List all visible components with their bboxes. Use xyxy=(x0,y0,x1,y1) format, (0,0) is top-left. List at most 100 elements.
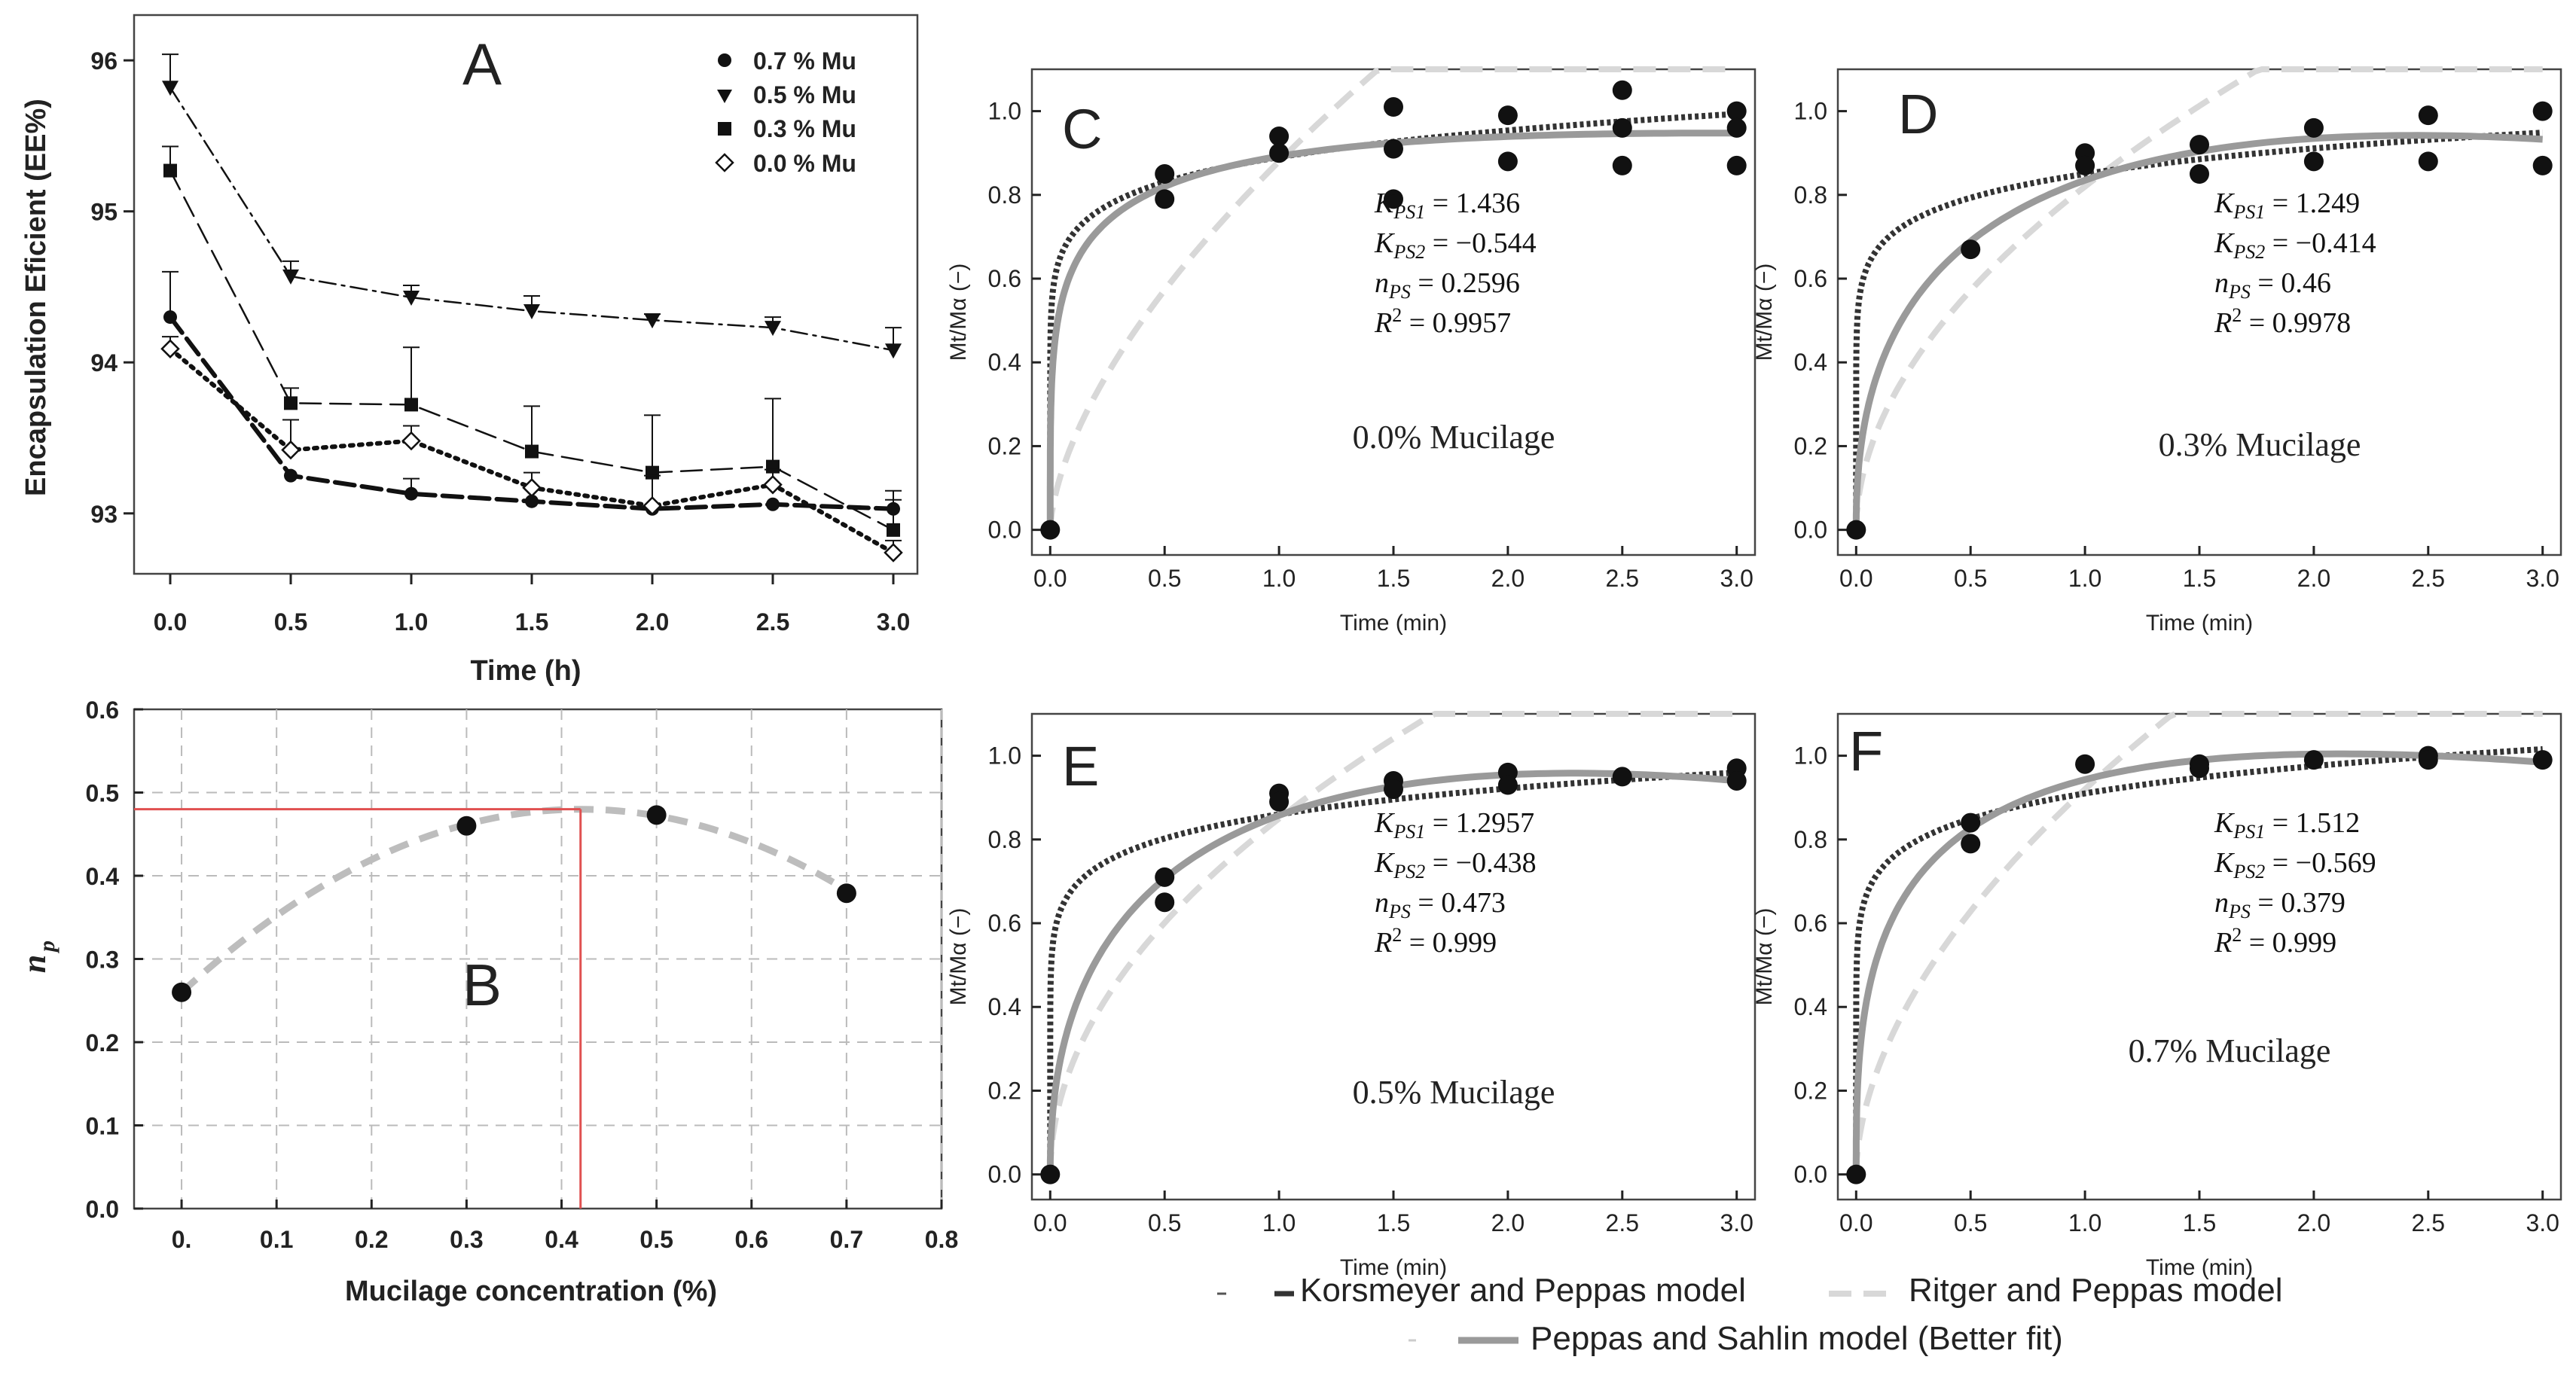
release-point xyxy=(1040,520,1061,540)
legend-marker-0-3 xyxy=(718,122,731,136)
panel-b-fit-curve xyxy=(179,806,849,995)
release-y-tick-label: 1.0 xyxy=(988,98,1021,125)
release-x-tick-label: 0.0 xyxy=(1839,1209,1872,1236)
release-y-tick-label: 1.0 xyxy=(1794,98,1827,125)
release-x-tick-label: 1.5 xyxy=(1377,1209,1410,1236)
legend-marker-0-5 xyxy=(717,90,732,103)
release-ritger-curve xyxy=(1047,711,1737,1175)
release-x-tick-label: 0.5 xyxy=(1954,1209,1987,1236)
panel-a-x-tick-label: 2.0 xyxy=(636,608,669,636)
release-y-tick-label: 0.4 xyxy=(1794,349,1827,376)
release-panel-label: E xyxy=(1062,735,1099,797)
release-point xyxy=(2418,750,2438,770)
release-x-tick-label: 2.0 xyxy=(2297,1209,2330,1236)
release-sahlin-curve xyxy=(1852,132,2543,530)
release-point xyxy=(1726,101,1747,121)
release-y-tick-label: 0.6 xyxy=(1794,265,1827,292)
panel-a-point xyxy=(281,440,301,460)
release-y-tick-label: 1.0 xyxy=(1794,742,1827,770)
release-x-tick-label: 0.5 xyxy=(1148,565,1181,592)
panel-a-point xyxy=(885,343,902,359)
release-y-axis-title: Mt/Mα (−) xyxy=(1752,264,1777,361)
release-point xyxy=(2303,750,2324,770)
legend-marker-0-7 xyxy=(718,53,731,67)
release-point xyxy=(1612,767,1632,787)
panel-b-y-tick-label: 0.0 xyxy=(86,1196,119,1223)
release-point xyxy=(2532,155,2553,175)
panel-a-y-tick-label: 93 xyxy=(90,501,118,528)
panel-a-x-tick-label: 0.0 xyxy=(154,608,187,636)
release-y-tick-label: 0.0 xyxy=(988,1161,1021,1188)
release-y-tick-label: 0.0 xyxy=(988,517,1021,544)
release-param-3: R2 = 0.9978 xyxy=(2214,304,2351,339)
release-panel-label: F xyxy=(1849,720,1883,782)
panel-a-frame xyxy=(133,14,919,575)
release-y-tick-label: 0.2 xyxy=(1794,432,1827,459)
release-annotation: 0.3% Mucilage xyxy=(2159,426,2361,463)
panel-a-point xyxy=(766,497,780,511)
release-point xyxy=(2532,750,2553,770)
panel-a-point xyxy=(522,477,542,498)
release-y-axis-title: Mt/Mα (−) xyxy=(946,264,971,361)
release-y-tick-label: 0.8 xyxy=(1794,826,1827,853)
panel-a-point xyxy=(644,313,661,329)
panel-b-y-tick-label: 0.6 xyxy=(86,697,119,724)
legend-korsmeyer-label: Korsmeyer and Peppas model xyxy=(1300,1272,1746,1309)
release-y-tick-label: 1.0 xyxy=(988,742,1021,770)
release-korsmeyer-curve xyxy=(1853,130,2543,530)
release-point xyxy=(1155,867,1175,887)
legend-sahlin-label: Peppas and Sahlin model (Better fit) xyxy=(1531,1320,2063,1357)
panel-a-x-tick-label: 1.5 xyxy=(515,608,548,636)
release-x-tick-label: 3.0 xyxy=(1720,1209,1753,1236)
release-x-tick-label: 3.0 xyxy=(2526,565,2559,592)
release-annotation: 0.0% Mucilage xyxy=(1353,419,1555,456)
release-param-1: KPS2 = −0.438 xyxy=(1374,847,1537,883)
release-y-tick-label: 0.2 xyxy=(1794,1077,1827,1104)
release-sahlin-curve xyxy=(1046,130,1737,530)
release-x-tick-label: 1.0 xyxy=(1262,565,1296,592)
release-x-tick-label: 3.0 xyxy=(2526,1209,2559,1236)
panel-b-y-tick-label: 0.2 xyxy=(86,1029,119,1056)
release-param-0: KPS1 = 1.2957 xyxy=(1374,807,1534,843)
release-y-tick-label: 0.8 xyxy=(988,181,1021,209)
release-param-1: KPS2 = −0.414 xyxy=(2214,227,2376,263)
release-point xyxy=(1846,1164,1866,1184)
panel-a-x-tick-label: 0.5 xyxy=(274,608,307,636)
panel-a-point xyxy=(401,431,421,451)
panel-a-point xyxy=(282,269,299,285)
release-x-tick-label: 0.5 xyxy=(1954,565,1987,592)
release-x-axis-title: Time (min) xyxy=(1340,611,1447,636)
release-point xyxy=(1726,117,1747,138)
panel-a-point xyxy=(160,339,180,358)
release-x-tick-label: 2.0 xyxy=(1491,1209,1525,1236)
release-param-2: nPS = 0.46 xyxy=(2214,267,2331,303)
panel-b-y-axis-subscript: p xyxy=(35,941,60,954)
release-x-axis-title: Time (min) xyxy=(2146,1255,2253,1280)
release-point xyxy=(1155,189,1175,209)
panel-a-point xyxy=(525,494,539,508)
release-x-tick-label: 1.0 xyxy=(1262,1209,1296,1236)
release-point xyxy=(1497,151,1518,172)
release-point xyxy=(1269,143,1290,163)
panel-a-label: A xyxy=(462,31,502,97)
release-sahlin-curve xyxy=(1852,750,2544,1175)
release-ritger-curve xyxy=(1047,66,1737,530)
panel-a-point xyxy=(404,486,418,501)
panel-a-x-tick-label: 1.0 xyxy=(395,608,428,636)
release-param-3: R2 = 0.999 xyxy=(1374,924,1497,959)
release-point xyxy=(1726,770,1747,791)
panel-b-point xyxy=(456,816,477,836)
panel-b-label: B xyxy=(462,952,502,1018)
panel-b-x-tick-label: 0.4 xyxy=(545,1226,578,1253)
panel-a-y-axis-title: Encapsulation Eficient (EE%) xyxy=(20,99,52,496)
release-point xyxy=(2190,135,2209,155)
release-point xyxy=(2075,754,2095,774)
release-ritger-curve xyxy=(1853,711,2543,1175)
release-param-0: KPS1 = 1.436 xyxy=(1374,188,1520,223)
release-point xyxy=(2075,155,2095,175)
release-param-1: KPS2 = −0.544 xyxy=(1374,227,1537,263)
release-point xyxy=(2190,164,2209,184)
panel-a-point xyxy=(403,291,420,306)
panel-a-y-tick-label: 96 xyxy=(90,47,118,75)
release-point xyxy=(1612,155,1632,175)
